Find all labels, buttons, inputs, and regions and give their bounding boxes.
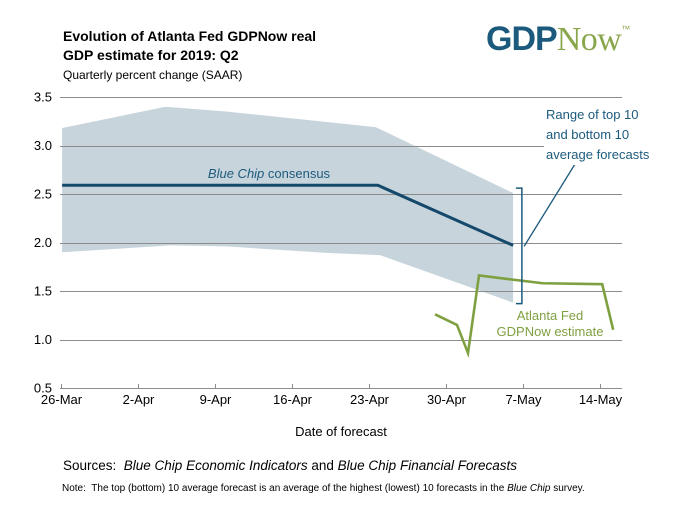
- gdpnow-estimate-annotation: Atlanta Fed GDPNow estimate: [496, 308, 604, 339]
- trademark-icon: ™: [621, 24, 631, 34]
- forecast-range-band: [62, 106, 514, 303]
- note-italic: Blue Chip: [507, 483, 551, 494]
- sources-prefix: Sources:: [63, 458, 124, 473]
- x-axis-title: Date of forecast: [295, 424, 387, 439]
- x-tick-label: 14-May: [579, 392, 623, 407]
- sources-conjunction: and: [307, 458, 338, 473]
- blue-chip-consensus-label-regular: consensus: [264, 166, 331, 181]
- annotation-leader-line: [523, 160, 578, 247]
- sources-line: Sources: Blue Chip Economic Indicators a…: [63, 458, 517, 473]
- y-tick-label: 3.0: [34, 138, 52, 153]
- y-tick-label: 1.0: [34, 332, 52, 347]
- y-tick-label: 1.5: [34, 284, 52, 299]
- source-1: Blue Chip Economic Indicators: [123, 458, 308, 473]
- x-tick-label: 16-Apr: [273, 392, 313, 407]
- y-tick-label: 2.5: [34, 187, 52, 202]
- logo-gdp-text: GDP: [486, 20, 558, 58]
- page-title: Evolution of Atlanta Fed GDPNow real GDP…: [63, 27, 316, 65]
- blue-chip-consensus-label: Blue Chip consensus: [203, 166, 335, 181]
- y-tick-label: 0.5: [34, 381, 52, 396]
- x-tick-label: 9-Apr: [200, 392, 232, 407]
- y-tick-label: 3.5: [34, 90, 52, 105]
- note-part2: survey.: [550, 483, 585, 494]
- blue-chip-consensus-label-italic: Blue Chip: [207, 166, 265, 181]
- page-title-line2: GDP estimate for 2019: Q2: [63, 47, 239, 63]
- range-bracket: [515, 187, 523, 305]
- x-tick-label: 23-Apr: [350, 392, 390, 407]
- gdpnow-logo: GDPNow™: [486, 20, 630, 59]
- chart-subtitle: Quarterly percent change (SAAR): [63, 68, 243, 82]
- logo-now-text: Now: [556, 21, 622, 58]
- page-title-line1: Evolution of Atlanta Fed GDPNow real: [63, 28, 317, 44]
- range-forecast-annotation: Range of top 10 and bottom 10 average fo…: [544, 105, 652, 165]
- gdpnow-estimate-line: [434, 274, 615, 359]
- y-tick-label: 2.0: [34, 235, 52, 250]
- note-line: Note: The top (bottom) 10 average foreca…: [62, 483, 585, 494]
- x-tick-label: 30-Apr: [427, 392, 467, 407]
- source-2: Blue Chip Financial Forecasts: [337, 458, 517, 473]
- note-prefix: Note:: [62, 483, 92, 494]
- note-part1: The top (bottom) 10 average forecast is …: [91, 483, 508, 494]
- blue-chip-consensus-line: [62, 183, 514, 247]
- x-tick-label: 26-Mar: [41, 392, 83, 407]
- x-tick-label: 7-May: [505, 392, 542, 407]
- x-tick-label: 2-Apr: [123, 392, 155, 407]
